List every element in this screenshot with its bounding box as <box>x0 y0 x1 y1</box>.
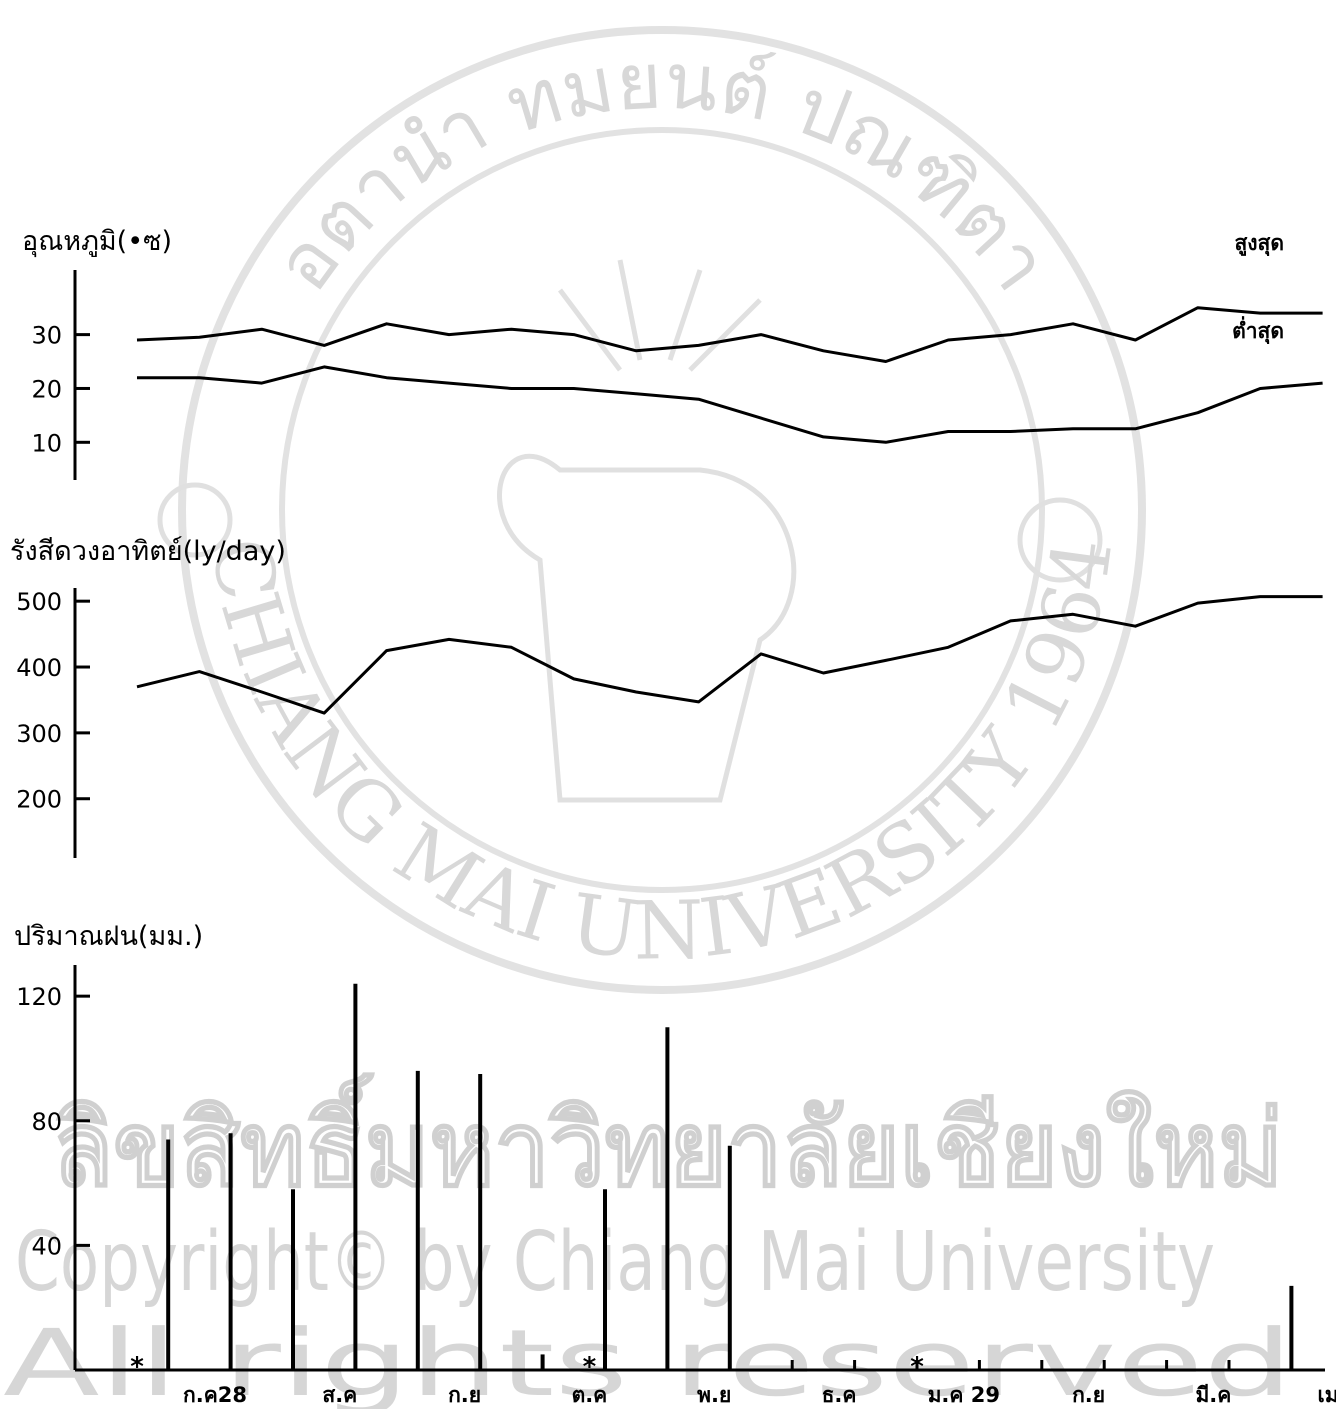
month-label: ก.ย <box>448 1383 481 1407</box>
y-tick-label: 120 <box>16 983 62 1011</box>
seal-outer-ring <box>178 26 1146 994</box>
month-label: มี.ค <box>1195 1383 1231 1407</box>
asterisk-marker: * <box>910 1352 924 1382</box>
y-tick-label: 500 <box>16 588 62 616</box>
month-label: ก.ค28 <box>183 1383 247 1407</box>
month-label: ก.ย <box>1072 1383 1105 1407</box>
y-tick-label: 30 <box>31 322 62 350</box>
temperature-panel: อุณหภูมิ(•ซ) 30 20 10 สูงสุด ต่ำสุด <box>22 226 1323 480</box>
rainfall-bars <box>166 983 1294 1370</box>
series-line-1 <box>136 595 1323 715</box>
asterisk-marker: * <box>583 1352 597 1382</box>
seal-emblem-icon <box>157 259 1103 803</box>
y-tick-label: 20 <box>31 375 62 403</box>
temperature-y-ticks: 30 20 10 <box>31 322 90 457</box>
y-tick-label: 300 <box>16 720 62 748</box>
watermark: อตานำ ทมยนต์ ปณฑิตา CHIANG MAI UNIVERSIT… <box>3 26 1293 1409</box>
month-label: ธ.ค <box>822 1383 857 1407</box>
watermark-copyright: Copyright© by Chiang Mai University <box>15 1215 1215 1310</box>
month-label: พ.ย <box>697 1383 731 1407</box>
y-tick-label: 10 <box>31 429 62 457</box>
series-label-max: สูงสุด <box>1234 231 1284 257</box>
month-label: ส.ค <box>322 1383 357 1407</box>
temperature-title: อุณหภูมิ(•ซ) <box>22 226 172 258</box>
temperature-series <box>136 306 1323 444</box>
seal-bottom-text: CHIANG MAI UNIVERSITY 1964 <box>194 532 1131 977</box>
series-label-min: ต่ำสุด <box>1232 315 1284 345</box>
y-tick-label: 80 <box>31 1108 62 1136</box>
seal-top-text: อตานำ ทมยนต์ ปณฑิตา <box>258 36 1066 307</box>
radiation-series <box>136 595 1323 715</box>
radiation-y-ticks: 500 400 300 200 <box>16 588 90 814</box>
rainfall-stars: **** <box>130 1352 924 1382</box>
month-labels: ก.ค28 ส.ค ก.ย ต.ค พ.ย ธ.ค ม.ค 29 ก.ย มี.ค เม.ย <box>183 1383 1336 1407</box>
series-line-1 <box>136 306 1323 363</box>
rainfall-y-ticks: 120 80 40 <box>16 983 90 1260</box>
y-tick-label: 200 <box>16 786 62 814</box>
series-line-2 <box>137 365 1323 444</box>
month-label: ม.ค 29 <box>928 1383 1000 1407</box>
rainfall-title: ปริมาณฝน(มม.) <box>14 921 203 952</box>
seal-inner-ring <box>279 127 1045 893</box>
month-label: ต.ค <box>572 1383 608 1407</box>
y-tick-label: 400 <box>16 654 62 682</box>
radiation-panel: รังสีดวงอาทิตย์(ly/day) 500 400 300 200 <box>10 535 1323 858</box>
month-label: เม.ย <box>1318 1383 1336 1407</box>
y-tick-label: 40 <box>31 1232 62 1260</box>
radiation-title: รังสีดวงอาทิตย์(ly/day) <box>10 535 286 567</box>
asterisk-marker: * <box>130 1352 144 1382</box>
